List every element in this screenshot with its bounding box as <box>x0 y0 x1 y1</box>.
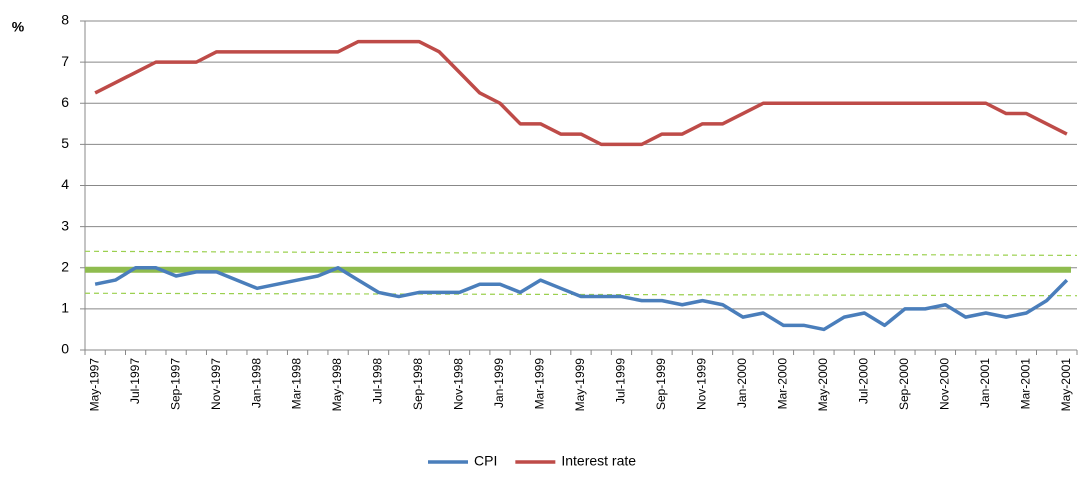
y-axis-label: % <box>12 19 25 35</box>
x-tick-label: Jan-1999 <box>492 358 506 408</box>
x-tick-label: Jan-2001 <box>978 358 992 408</box>
x-tick-label: May-1998 <box>330 358 344 412</box>
x-tick-label: Nov-2000 <box>938 358 952 410</box>
y-tick-label: 7 <box>61 53 69 69</box>
band-line <box>84 250 1078 257</box>
y-tick-label: 5 <box>61 135 69 151</box>
y-tick-label: 1 <box>61 300 69 316</box>
x-tick-label: May-1997 <box>87 358 101 412</box>
legend-label: CPI <box>474 453 497 469</box>
y-tick-label: 2 <box>61 258 69 274</box>
x-tick-label: May-2001 <box>1059 358 1073 412</box>
x-tick-label: Mar-1999 <box>533 358 547 410</box>
x-tick-label: May-2000 <box>816 358 830 412</box>
x-tick-label: Jul-1997 <box>128 358 142 404</box>
y-tick-label: 4 <box>61 176 69 192</box>
y-tick-label: 6 <box>61 94 69 110</box>
line-series <box>94 266 1069 332</box>
band-line <box>84 292 1078 297</box>
y-tick-label: 8 <box>61 12 69 28</box>
legend-label: Interest rate <box>561 453 636 469</box>
x-tick-label: Jul-1998 <box>371 358 385 404</box>
x-tick-label: Jan-2000 <box>735 358 749 408</box>
line-series <box>94 39 1068 147</box>
x-tick-label: Sep-1998 <box>411 358 425 410</box>
x-tick-label: Jan-1998 <box>249 358 263 408</box>
x-tick-label: Jul-2000 <box>857 358 871 404</box>
x-tick-label: Nov-1997 <box>209 358 223 410</box>
x-tick-label: Jul-1999 <box>614 358 628 404</box>
y-tick-label: 0 <box>61 341 69 357</box>
x-tick-label: Nov-1999 <box>695 358 709 410</box>
x-tick-label: Sep-1999 <box>654 358 668 410</box>
y-tick-label: 3 <box>61 217 69 233</box>
x-tick-label: Sep-2000 <box>897 358 911 410</box>
x-tick-label: Mar-1998 <box>290 358 304 410</box>
x-tick-label: Mar-2001 <box>1019 358 1033 410</box>
x-tick-label: Nov-1998 <box>452 358 466 410</box>
x-tick-label: May-1999 <box>573 358 587 412</box>
x-tick-label: Sep-1997 <box>168 358 182 410</box>
x-tick-label: Mar-2000 <box>776 358 790 410</box>
